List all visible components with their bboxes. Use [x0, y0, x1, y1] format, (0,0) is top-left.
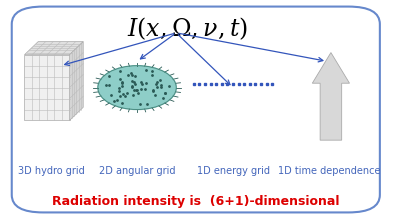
Text: 1D energy grid: 1D energy grid [197, 166, 269, 176]
Text: Radiation intensity is  (6+1)-dimensional: Radiation intensity is (6+1)-dimensional [52, 195, 340, 208]
Text: 1D time dependence: 1D time dependence [278, 166, 380, 176]
FancyArrow shape [312, 53, 349, 140]
Circle shape [98, 66, 176, 110]
Polygon shape [24, 55, 69, 120]
FancyBboxPatch shape [12, 7, 380, 212]
Polygon shape [24, 42, 83, 55]
Text: $I(x,\Omega,\nu,t)$: $I(x,\Omega,\nu,t)$ [128, 15, 249, 42]
Text: 2D angular grid: 2D angular grid [99, 166, 175, 176]
Polygon shape [69, 42, 83, 120]
Text: 3D hydro grid: 3D hydro grid [18, 166, 84, 176]
